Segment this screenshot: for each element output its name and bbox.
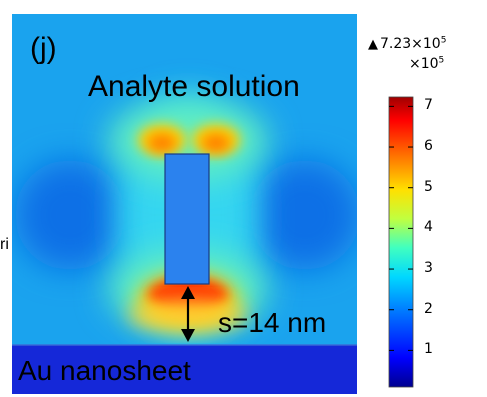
- clipped-text: ri: [0, 236, 9, 253]
- substrate-label: Au nanosheet: [18, 355, 191, 386]
- colorbar-tick-label: 3: [424, 260, 433, 277]
- panel-label: (j): [30, 32, 57, 65]
- au-nanosheet: [12, 345, 357, 394]
- field-panel: [12, 14, 357, 394]
- colorbar-multiplier-base: ×10: [409, 56, 439, 72]
- colorbar-tick-label: 5: [424, 178, 433, 195]
- colorbar-multiplier: ×105: [409, 56, 444, 72]
- double-arrow-icon: [181, 286, 195, 342]
- colorbar-tick-label: 7: [424, 97, 433, 114]
- colorbar-max-label: ▲ 7.23×105: [368, 36, 446, 52]
- colorbar-max-exponent: 5: [440, 35, 447, 46]
- up-triangle-icon: ▲: [368, 37, 378, 52]
- colorbar-tick-label: 1: [424, 341, 433, 358]
- analyte-solution-label: Analyte solution: [88, 70, 300, 103]
- gap-distance-label: s=14 nm: [218, 307, 327, 338]
- colorbar-max-value: 7.23×10: [380, 36, 441, 52]
- nanorod: [164, 153, 210, 285]
- colorbar-tick-label: 6: [424, 138, 433, 155]
- colorbar-tick-label: 2: [424, 300, 433, 317]
- colorbar: [388, 96, 414, 388]
- colorbar-tick-label: 4: [424, 219, 433, 236]
- colorbar-multiplier-exponent: 5: [438, 55, 445, 66]
